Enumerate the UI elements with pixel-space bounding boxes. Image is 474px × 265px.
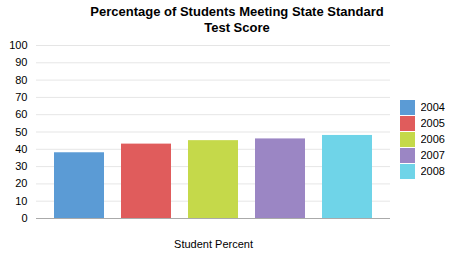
- svg-text:80: 80: [15, 74, 27, 86]
- svg-text:0: 0: [21, 212, 27, 224]
- html-text:2007: 2007: [420, 149, 445, 162]
- svg-text:90: 90: [15, 57, 27, 69]
- svg-text:20: 20: [15, 178, 27, 190]
- svg-text:Student Percent: Student Percent: [174, 238, 253, 250]
- svg-text:30: 30: [15, 160, 27, 172]
- html-text:2004: 2004: [420, 101, 445, 114]
- svg-text:100: 100: [9, 39, 27, 51]
- html-text:2006: 2006: [420, 133, 445, 146]
- svg-text:40: 40: [15, 143, 27, 155]
- html-text:2008: 2008: [420, 165, 445, 178]
- html-text:2005: 2005: [420, 117, 445, 130]
- svg-text:60: 60: [15, 108, 27, 120]
- svg-text:70: 70: [15, 91, 27, 103]
- svg-text:50: 50: [15, 126, 27, 138]
- html-text:Percentage of Students Meeting: Percentage of Students Meeting State Sta…: [90, 4, 384, 35]
- svg-text:10: 10: [15, 195, 27, 207]
